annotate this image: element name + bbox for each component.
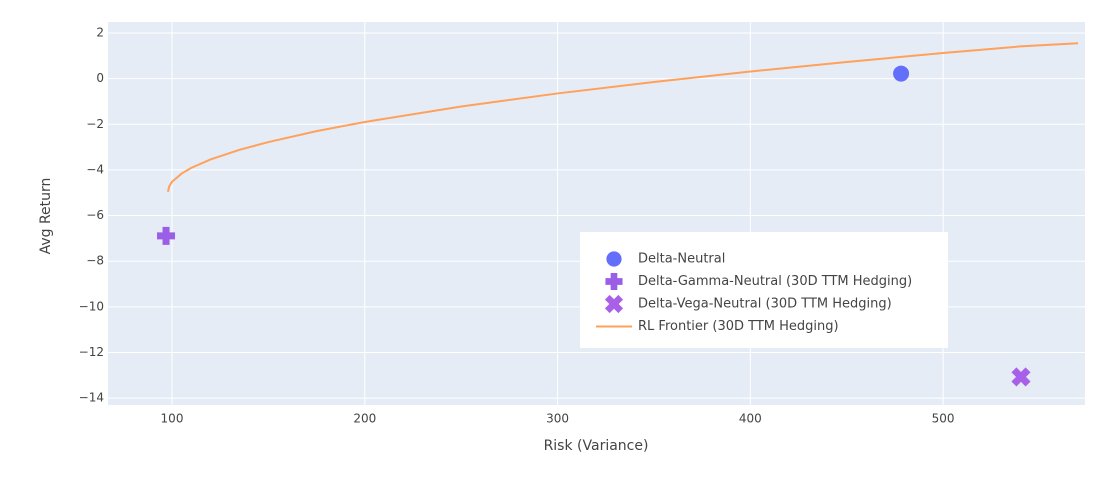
- legend-label: Delta-Gamma-Neutral (30D TTM Hedging): [638, 274, 912, 289]
- legend-label: Delta-Neutral: [638, 252, 725, 267]
- legend-label: RL Frontier (30D TTM Hedging): [638, 319, 839, 334]
- y-tick-label: −6: [86, 208, 104, 222]
- point: [1011, 367, 1031, 387]
- y-axis-title: Avg Return: [38, 178, 54, 255]
- x-axis-title: Risk (Variance): [544, 438, 649, 454]
- y-tick-label: −14: [79, 391, 104, 405]
- y-tick-label: 2: [96, 25, 104, 39]
- y-tick-label: −4: [86, 162, 104, 176]
- marks: [157, 42, 1079, 387]
- legend: Delta-Neutral Delta-Gamma-Neutral (30D TT…: [580, 232, 948, 348]
- x-tick-label: 400: [739, 412, 762, 426]
- legend-symbol: [606, 251, 622, 267]
- x-tick-label: 500: [932, 412, 955, 426]
- legend-box: [580, 232, 948, 348]
- y-tick-label: −12: [79, 345, 104, 359]
- y-tick-label: −8: [86, 254, 104, 268]
- y-tick-label: −10: [79, 299, 104, 313]
- x-tick-label: 200: [353, 412, 376, 426]
- x-tick-label: 100: [161, 412, 184, 426]
- line: [166, 42, 1079, 193]
- point: [893, 65, 910, 82]
- point: [157, 226, 176, 245]
- y-tick-label: −2: [86, 117, 104, 131]
- y-tick-label: 0: [96, 71, 104, 85]
- x-tick-label: 300: [546, 412, 569, 426]
- legend-label: Delta-Vega-Neutral (30D TTM Hedging): [638, 297, 892, 312]
- legend-symbol: [604, 294, 624, 314]
- legend-symbol: [605, 272, 623, 291]
